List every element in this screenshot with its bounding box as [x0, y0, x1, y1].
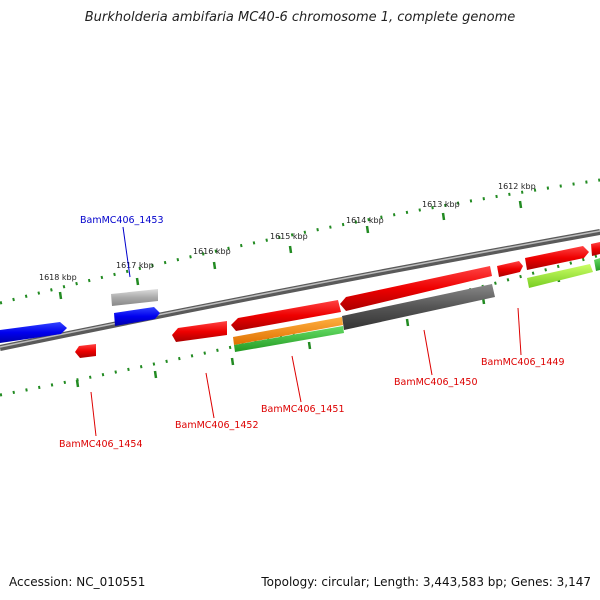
feature-1450-red — [340, 266, 492, 311]
tick-1617 — [135, 277, 140, 286]
gene-label-1453[interactable]: BamMC406_1453 — [80, 215, 163, 226]
feature-1454 — [75, 344, 96, 358]
tick-label-1617: 1617 kbp — [116, 261, 154, 270]
tick-label-1612: 1612 kbp — [498, 182, 536, 191]
feature-1453-gray — [111, 289, 158, 306]
genome-summary-text: Topology: circular; Length: 3,443,583 bp… — [261, 575, 591, 589]
feature-1453-blue — [114, 307, 160, 326]
tick-label-1613: 1613 kbp — [422, 200, 460, 209]
feature-1451-red — [231, 300, 341, 331]
accession-text: Accession: NC_010551 — [9, 575, 146, 589]
feature-1451-orange — [233, 317, 343, 345]
gene-label-1449[interactable]: BamMC406_1449 — [481, 357, 564, 368]
tick-label-1616: 1616 kbp — [193, 247, 231, 256]
map-title: Burkholderia ambifaria MC40-6 chromosome… — [84, 10, 516, 25]
gene-label-1450[interactable]: BamMC406_1450 — [394, 377, 477, 388]
leader-1449 — [517, 307, 522, 356]
leader-1450 — [423, 329, 433, 376]
feature-lime-right — [527, 264, 593, 288]
chromosome-backbone — [0, 229, 600, 351]
tick-1614 — [365, 225, 370, 234]
upper-major-ticks — [58, 200, 523, 300]
feature-red-edge — [591, 242, 600, 256]
feature-red-right — [525, 246, 589, 270]
upper-tick-track — [0, 178, 600, 305]
feature-1450-gray — [342, 284, 495, 330]
leader-1452 — [205, 372, 215, 419]
gene-label-1452[interactable]: BamMC406_1452 — [175, 420, 258, 431]
tick-1618 — [58, 291, 63, 300]
feature-1452 — [172, 321, 227, 342]
tick-1612 — [518, 200, 523, 209]
leader-1451 — [291, 355, 302, 403]
feature-1449-a — [497, 261, 523, 277]
tick-1616 — [212, 261, 217, 270]
tick-label-1614: 1614 kbp — [346, 216, 384, 225]
feature-blue-left — [0, 322, 67, 343]
gene-label-1454[interactable]: BamMC406_1454 — [59, 439, 142, 450]
feature-1451-green — [234, 326, 344, 352]
leader-1454 — [90, 391, 97, 437]
tick-label-1615: 1615 kbp — [270, 232, 308, 241]
leader-1453 — [122, 226, 131, 278]
tick-1615 — [288, 245, 293, 254]
tick-label-1618: 1618 kbp — [39, 273, 77, 282]
tick-1613 — [441, 212, 446, 221]
gene-label-1451[interactable]: BamMC406_1451 — [261, 404, 344, 415]
feature-green-edge — [594, 258, 600, 271]
